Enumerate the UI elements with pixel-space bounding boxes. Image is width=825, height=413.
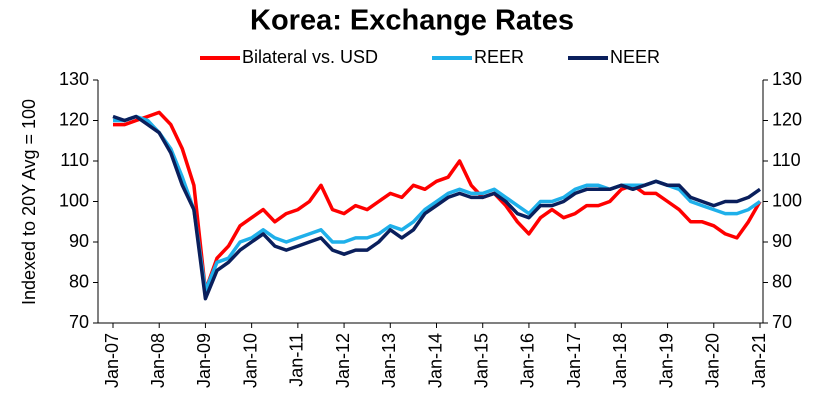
x-tick-label: Jan-10 (240, 333, 260, 388)
x-tick-label: Jan-13 (379, 333, 399, 388)
x-tick-label: Jan-18 (610, 333, 630, 388)
y-axis-label: Indexed to 20Y Avg = 100 (19, 99, 39, 305)
x-tick-label: Jan-11 (287, 333, 307, 387)
y-tick-label: 70 (69, 312, 89, 332)
x-tick-label: Jan-12 (333, 333, 353, 388)
x-tick-label: Jan-21 (749, 333, 769, 388)
y2-tick-label: 70 (772, 312, 792, 332)
x-tick-label: Jan-15 (471, 333, 491, 388)
y2-tick-label: 110 (772, 150, 801, 170)
y-tick-label: 120 (59, 109, 89, 129)
y-tick-label: 90 (69, 231, 89, 251)
x-tick-label: Jan-20 (703, 333, 723, 388)
y2-tick-label: 100 (772, 190, 802, 210)
x-tick-label: Jan-14 (425, 333, 445, 388)
y-tick-label: 100 (59, 190, 89, 210)
x-tick-label: Jan-07 (102, 333, 122, 388)
legend-label: Bilateral vs. USD (242, 47, 378, 67)
x-tick-label: Jan-16 (518, 333, 538, 388)
chart-title: Korea: Exchange Rates (250, 5, 574, 37)
y2-tick-label: 80 (772, 271, 792, 291)
y-tick-label: 80 (69, 271, 89, 291)
x-tick-label: Jan-09 (194, 333, 214, 388)
y2-tick-label: 120 (772, 109, 802, 129)
x-tick-label: Jan-08 (148, 333, 168, 388)
y-tick-label: 110 (60, 150, 89, 170)
legend-label: NEER (610, 47, 660, 67)
series-line (112, 114, 762, 301)
y-tick-label: 130 (59, 69, 89, 89)
legend-label: REER (474, 47, 524, 67)
y2-tick-label: 90 (772, 231, 792, 251)
series-line (113, 110, 762, 293)
y2-tick-label: 130 (772, 69, 802, 89)
x-tick-label: Jan-17 (564, 333, 584, 388)
x-tick-label: Jan-19 (656, 333, 676, 388)
